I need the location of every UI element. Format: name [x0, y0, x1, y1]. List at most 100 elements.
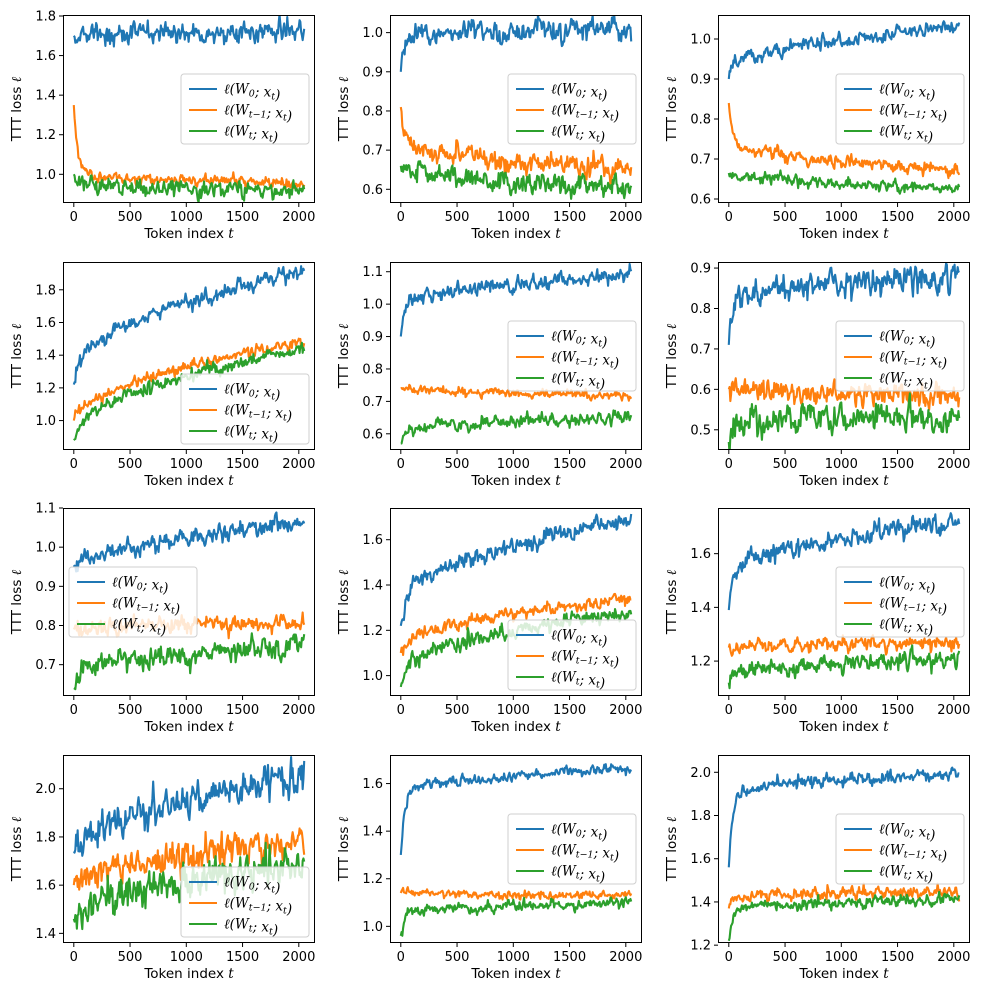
legend-entry-3: ℓ(Wt; xt) — [224, 424, 278, 446]
y-tick-label: 1.4 — [35, 349, 56, 364]
y-axis-label: TTT loss ℓ — [336, 569, 352, 635]
x-axis-label: Token index t — [143, 719, 234, 735]
chart-panel-8: 0 500 1000 1500 2000 1.0 1.2 1.4 1.6 Token index … — [336, 508, 642, 735]
legend-entry-1: ℓ(W0; xt) — [224, 382, 280, 404]
y-tick-label: 0.6 — [362, 427, 383, 442]
y-tick-label: 1.6 — [362, 533, 383, 548]
x-axis-label: Token index t — [470, 473, 561, 489]
x-tick-label: 500 — [118, 457, 143, 472]
series-line-2 — [727, 377, 961, 411]
legend: ℓ(W0; xt)ℓ(Wt−1; xt)ℓ(Wt; xt) — [835, 813, 965, 886]
y-tick-label: 1.2 — [690, 939, 711, 954]
y-tick-label: 0.8 — [362, 362, 383, 377]
x-axis-label: Token index t — [470, 226, 561, 242]
legend-entry-2: ℓ(Wt−1; xt) — [551, 350, 619, 372]
axes-frame — [63, 15, 315, 203]
y-tick-label: 1.8 — [35, 830, 56, 845]
series-line-2 — [72, 827, 306, 891]
series-line-1 — [72, 755, 306, 857]
y-tick-label: 1.0 — [362, 298, 383, 313]
legend-box — [68, 566, 198, 638]
series-line-1 — [727, 262, 960, 345]
legend-entry-2: ℓ(Wt−1; xt) — [879, 103, 947, 125]
y-axis-label: TTT loss ℓ — [664, 323, 680, 389]
x-tick-label: 1000 — [170, 950, 203, 965]
axes-frame — [390, 755, 642, 943]
series-group — [727, 766, 961, 942]
y-tick-label: 0.5 — [690, 423, 711, 438]
axes-frame — [718, 15, 970, 203]
series-line-3 — [727, 890, 961, 942]
y-tick-label: 0.9 — [35, 580, 56, 595]
legend-entry-2: ℓ(Wt−1; xt) — [551, 843, 619, 865]
x-tick-label: 2000 — [282, 950, 315, 965]
chart-panel-12: 0 500 1000 1500 2000 1.2 1.4 1.6 1.8 2.0 Token ind… — [664, 755, 970, 982]
legend-entry-1: ℓ(W0; xt) — [551, 82, 607, 104]
x-tick-label: 0 — [725, 703, 733, 718]
legend-entry-2: ℓ(Wt−1; xt) — [879, 596, 947, 618]
y-axis-label: TTT loss ℓ — [664, 816, 680, 882]
x-tick-label: 1000 — [497, 703, 530, 718]
y-tick-label: 0.7 — [690, 342, 711, 357]
x-tick-label: 1000 — [497, 457, 530, 472]
legend-entry-3: ℓ(Wt; xt) — [224, 917, 278, 939]
legend: ℓ(W0; xt)ℓ(Wt−1; xt)ℓ(Wt; xt) — [180, 73, 310, 146]
y-tick-label: 1.0 — [362, 26, 383, 41]
legend-entry-3: ℓ(Wt; xt) — [551, 670, 605, 692]
legend-entry-2: ℓ(Wt−1; xt) — [551, 649, 619, 671]
series-group — [727, 512, 961, 690]
x-axis-label: Token index t — [470, 966, 561, 982]
y-tick-label: 1.6 — [35, 316, 56, 331]
x-tick-label: 1500 — [226, 703, 259, 718]
series-line-3 — [727, 392, 961, 450]
series-line-2 — [399, 592, 632, 657]
series-line-2 — [72, 104, 306, 191]
x-axis-label: Token index t — [798, 226, 889, 242]
axes-frame — [718, 755, 970, 943]
legend: ℓ(W0; xt)ℓ(Wt−1; xt)ℓ(Wt; xt) — [835, 73, 965, 146]
legend: ℓ(W0; xt)ℓ(Wt−1; xt)ℓ(Wt; xt) — [507, 619, 637, 692]
legend-entry-1: ℓ(W0; xt) — [879, 82, 935, 104]
x-tick-label: 2000 — [282, 457, 315, 472]
series-group — [72, 15, 306, 203]
chart-panel-9: 0 500 1000 1500 2000 1.2 1.4 1.6 Token index t TT… — [664, 508, 970, 735]
x-tick-label: 1500 — [553, 457, 586, 472]
y-tick-label: 1.6 — [35, 879, 56, 894]
legend-box — [835, 320, 965, 392]
y-tick-label: 0.7 — [690, 153, 711, 168]
series-line-3 — [400, 409, 633, 445]
y-tick-label: 0.9 — [690, 73, 711, 88]
legend: ℓ(W0; xt)ℓ(Wt−1; xt)ℓ(Wt; xt) — [835, 320, 965, 393]
y-tick-label: 0.8 — [690, 113, 711, 128]
x-tick-label: 1500 — [226, 950, 259, 965]
chart-panel-4: 0 500 1000 1500 2000 1.0 1.2 1.4 1.6 1.8 Token ind… — [9, 262, 315, 489]
axes-frame — [718, 508, 970, 696]
series-line-1 — [72, 265, 306, 385]
y-tick-label: 1.4 — [690, 601, 711, 616]
legend-entry-3: ℓ(Wt; xt) — [551, 864, 605, 886]
y-tick-label: 0.8 — [690, 302, 711, 317]
x-tick-label: 1000 — [825, 703, 858, 718]
x-axis-label: Token index t — [798, 719, 889, 735]
y-axis-label: TTT loss ℓ — [664, 569, 680, 635]
x-tick-label: 1000 — [497, 210, 530, 225]
axes-frame — [718, 262, 970, 450]
x-tick-label: 500 — [773, 457, 798, 472]
y-tick-label: 1.4 — [362, 825, 383, 840]
y-tick-label: 1.0 — [35, 541, 56, 556]
y-tick-label: 1.4 — [35, 927, 56, 942]
legend-entry-3: ℓ(Wt; xt) — [879, 617, 933, 639]
legend-box — [507, 320, 637, 392]
legend-entry-3: ℓ(Wt; xt) — [112, 617, 166, 639]
legend-entry-1: ℓ(W0; xt) — [112, 575, 168, 597]
y-axis-label: TTT loss ℓ — [9, 76, 25, 142]
x-tick-label: 500 — [445, 210, 470, 225]
x-tick-label: 2000 — [609, 703, 642, 718]
series-line-2 — [400, 383, 633, 402]
y-tick-label: 1.6 — [362, 777, 383, 792]
y-tick-label: 0.6 — [690, 383, 711, 398]
x-tick-label: 2000 — [282, 210, 315, 225]
legend: ℓ(W0; xt)ℓ(Wt−1; xt)ℓ(Wt; xt) — [180, 866, 310, 939]
x-axis-label: Token index t — [143, 966, 234, 982]
series-line-2 — [727, 882, 961, 909]
